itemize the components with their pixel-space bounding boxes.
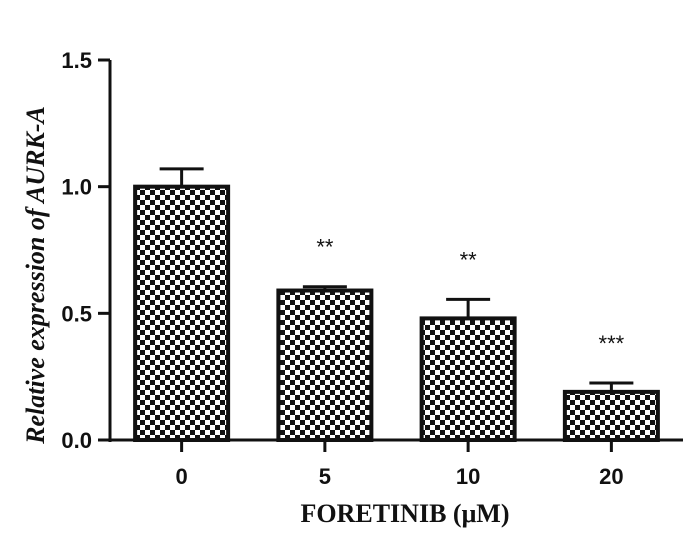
- significance-label-20: ***: [599, 331, 625, 356]
- significance-label-5: **: [316, 235, 334, 260]
- bar-5: [276, 288, 374, 442]
- y-axis-title: Relative expression of AURK-A: [21, 106, 50, 445]
- x-ticks: 0 5 10 20: [176, 440, 624, 489]
- significance-label-10: **: [460, 247, 478, 272]
- x-tick-label: 10: [456, 464, 480, 489]
- y-tick-label: 1.5: [61, 48, 92, 73]
- y-tick-label: 1.0: [61, 175, 92, 200]
- bar-20: [562, 389, 660, 443]
- x-tick-label: 0: [176, 464, 188, 489]
- y-tick-label: 0.0: [61, 428, 92, 453]
- x-axis-title: FORETINIB (μM): [300, 499, 509, 528]
- bar-0: [133, 184, 231, 442]
- bar-10: [419, 316, 517, 442]
- bars: *******: [133, 167, 660, 443]
- x-tick-label: 5: [319, 464, 331, 489]
- y-ticks: 0.0 0.5 1.0 1.5: [61, 48, 110, 453]
- y-tick-label: 0.5: [61, 301, 92, 326]
- x-tick-label: 20: [599, 464, 623, 489]
